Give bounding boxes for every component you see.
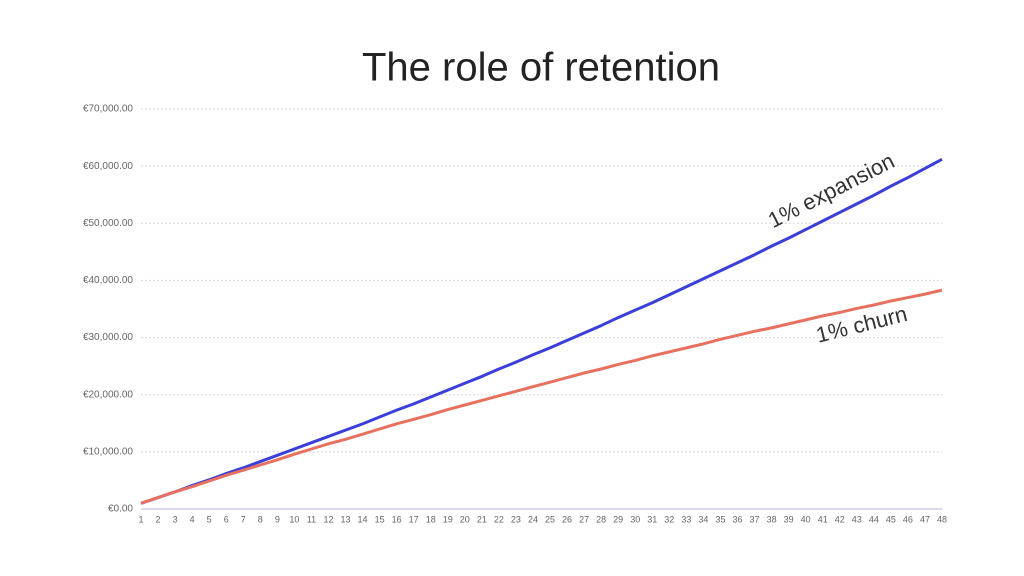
x-tick-label: 10 bbox=[289, 514, 299, 524]
x-tick-label: 8 bbox=[258, 514, 263, 524]
x-tick-label: 20 bbox=[460, 514, 470, 524]
y-tick-label: €50,000.00 bbox=[83, 218, 133, 229]
x-tick-label: 47 bbox=[920, 514, 930, 524]
x-tick-label: 41 bbox=[818, 514, 828, 524]
x-tick-label: 45 bbox=[886, 514, 896, 524]
x-tick-label: 32 bbox=[664, 514, 674, 524]
x-tick-label: 28 bbox=[596, 514, 606, 524]
x-tick-label: 9 bbox=[275, 514, 280, 524]
x-tick-label: 23 bbox=[511, 514, 521, 524]
x-tick-label: 5 bbox=[207, 514, 212, 524]
y-tick-label: €0.00 bbox=[108, 504, 133, 515]
series-line bbox=[140, 288, 943, 505]
x-tick-label: 13 bbox=[341, 514, 351, 524]
x-tick-label: 34 bbox=[698, 514, 708, 524]
x-tick-label: 30 bbox=[630, 514, 640, 524]
x-tick-label: 17 bbox=[409, 514, 419, 524]
x-tick-label: 4 bbox=[190, 514, 195, 524]
y-tick-label: €30,000.00 bbox=[83, 332, 133, 343]
y-tick-label: €10,000.00 bbox=[83, 446, 133, 457]
series-label: 1% expansion bbox=[764, 148, 899, 233]
x-tick-label: 3 bbox=[173, 514, 178, 524]
x-tick-label: 21 bbox=[477, 514, 487, 524]
y-tick-label: €70,000.00 bbox=[83, 104, 133, 115]
x-tick-label: 1 bbox=[138, 514, 143, 524]
y-tick-label: €20,000.00 bbox=[83, 389, 133, 400]
x-tick-label: 22 bbox=[494, 514, 504, 524]
series-line bbox=[140, 157, 943, 505]
x-tick-label: 33 bbox=[681, 514, 691, 524]
x-tick-label: 35 bbox=[715, 514, 725, 524]
x-tick-label: 26 bbox=[562, 514, 572, 524]
x-tick-label: 29 bbox=[613, 514, 623, 524]
x-tick-label: 2 bbox=[156, 514, 161, 524]
x-tick-label: 6 bbox=[224, 514, 229, 524]
x-tick-label: 39 bbox=[784, 514, 794, 524]
x-tick-label: 38 bbox=[767, 514, 777, 524]
x-tick-label: 31 bbox=[647, 514, 657, 524]
x-tick-label: 18 bbox=[426, 514, 436, 524]
x-tick-label: 19 bbox=[443, 514, 453, 524]
x-tick-label: 37 bbox=[750, 514, 760, 524]
x-tick-label: 46 bbox=[903, 514, 913, 524]
x-tick-label: 44 bbox=[869, 514, 879, 524]
x-tick-label: 24 bbox=[528, 514, 538, 524]
chart-title: The role of retention bbox=[362, 46, 720, 90]
x-tick-label: 40 bbox=[801, 514, 811, 524]
x-tick-label: 14 bbox=[358, 514, 368, 524]
x-tick-label: 43 bbox=[852, 514, 862, 524]
x-tick-label: 42 bbox=[835, 514, 845, 524]
x-tick-label: 15 bbox=[375, 514, 385, 524]
y-tick-label: €40,000.00 bbox=[83, 275, 133, 286]
x-tick-label: 25 bbox=[545, 514, 555, 524]
x-tick-label: 11 bbox=[307, 514, 316, 524]
x-tick-label: 12 bbox=[323, 514, 333, 524]
x-tick-label: 7 bbox=[241, 514, 246, 524]
x-tick-label: 48 bbox=[937, 514, 947, 524]
x-tick-label: 27 bbox=[579, 514, 589, 524]
x-tick-label: 36 bbox=[732, 514, 742, 524]
x-tick-label: 16 bbox=[392, 514, 402, 524]
y-tick-label: €60,000.00 bbox=[83, 161, 133, 172]
